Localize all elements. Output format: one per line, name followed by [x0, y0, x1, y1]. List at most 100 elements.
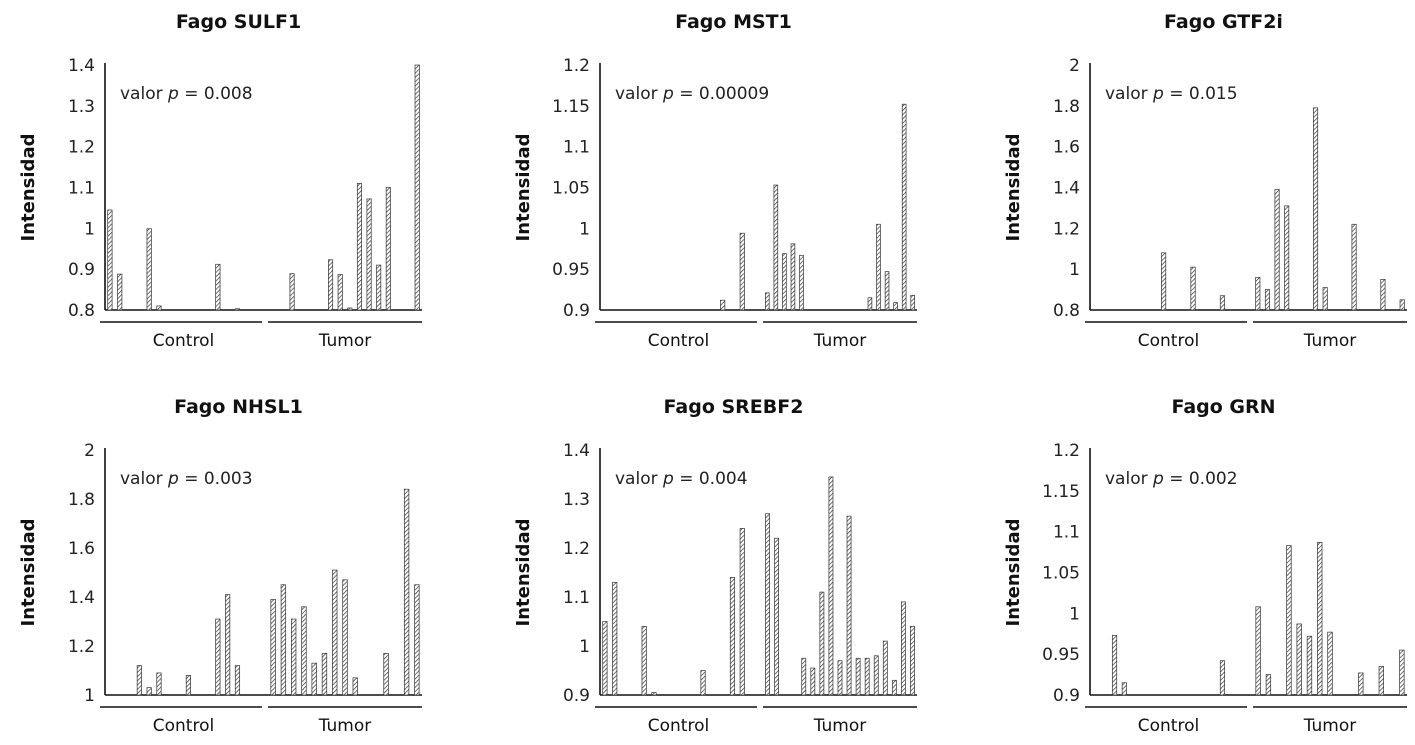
y-tick-label: 0.9 — [563, 686, 590, 706]
tumor-bar — [782, 253, 787, 311]
tumor-bar — [1255, 276, 1261, 311]
y-tick-label: 1.05 — [552, 179, 590, 199]
tumor-group-label: Tumor — [1303, 331, 1357, 351]
tumor-bar — [1322, 287, 1328, 311]
tumor-bar — [765, 292, 770, 311]
control-bar — [146, 687, 152, 696]
tumor-bar — [311, 662, 317, 696]
y-tick-label: 0.8 — [1053, 301, 1080, 321]
chart-title: Fago GTF2i — [1164, 11, 1283, 33]
y-tick-label: 1.1 — [1053, 523, 1080, 543]
control-bar — [1190, 266, 1196, 311]
tumor-bar — [332, 569, 338, 696]
tumor-bar — [1317, 541, 1323, 696]
p-value-annotation: valor p = 0.003 — [120, 469, 253, 489]
tumor-bar — [289, 273, 295, 311]
tumor-bar — [270, 599, 276, 696]
tumor-bar — [337, 274, 343, 311]
tumor-bar — [1274, 189, 1280, 311]
y-axis-label: Intensidad — [513, 134, 534, 242]
control-bar — [156, 672, 162, 696]
control-bar — [612, 581, 618, 696]
chart-title: Fago SULF1 — [176, 11, 301, 33]
tumor-bar — [352, 677, 358, 696]
control-group-label: Control — [648, 331, 709, 351]
tumor-bar — [356, 183, 362, 311]
y-tick-label: 1 — [579, 637, 590, 657]
tumor-bar — [855, 657, 861, 696]
control-bar — [225, 594, 231, 696]
control-bar — [1121, 682, 1127, 696]
p-value-annotation: valor p = 0.002 — [1105, 469, 1238, 489]
y-tick-label: 1.4 — [1053, 179, 1080, 199]
control-group-label: Control — [1138, 716, 1199, 736]
control-bar — [215, 263, 221, 311]
chart-panel-srebf2: Fago SREBF2 Intensidad 0.9 1 1.1 1.2 1.3 1.4 Con… — [495, 385, 935, 745]
y-tick-label: 0.8 — [68, 301, 95, 321]
tumor-bar — [810, 667, 816, 696]
y-tick-label: 1.1 — [68, 179, 95, 199]
tumor-group-label: Tumor — [1303, 716, 1357, 736]
tumor-bar — [1351, 223, 1357, 311]
tumor-bar — [1306, 635, 1313, 696]
control-group-label: Control — [153, 331, 214, 351]
tumor-bar — [864, 657, 870, 696]
tumor-bar — [366, 198, 372, 311]
y-tick-label: 1.05 — [1042, 564, 1080, 584]
control-bar — [700, 670, 706, 696]
y-tick-label: 1.8 — [1053, 97, 1080, 117]
y-tick-label: 1 — [1069, 260, 1080, 280]
tumor-bar — [828, 476, 834, 696]
tumor-bar — [790, 243, 796, 311]
chart-title: Fago NHSL1 — [174, 396, 303, 418]
tumor-bar — [819, 591, 825, 696]
tumor-bar — [383, 653, 389, 696]
y-tick-label: 1.1 — [563, 138, 590, 158]
tumor-bar — [321, 653, 328, 696]
y-tick-label: 1.2 — [68, 637, 95, 657]
y-axis-label: Intensidad — [18, 134, 39, 242]
chart-svg: Fago NHSL1 Intensidad 1 1.2 1.4 1.6 1.8 2 Contro… — [18, 396, 422, 736]
tumor-bar — [882, 640, 888, 696]
y-tick-label: 1 — [84, 219, 95, 239]
tumor-bar — [876, 223, 881, 311]
tumor-bar — [414, 584, 420, 696]
tumor-bar — [1358, 672, 1364, 696]
control-bar — [729, 577, 736, 696]
tumor-group-label: Tumor — [318, 331, 372, 351]
chart-svg: Fago GTF2i Intensidad 0.8 1 1.2 1.4 1.6 1.8 2 Con… — [1003, 11, 1407, 351]
tumor-bar — [884, 271, 890, 311]
tumor-bar — [376, 264, 382, 311]
y-tick-label: 0.9 — [563, 301, 590, 321]
control-bar — [185, 675, 191, 696]
chart-svg: Fago SREBF2 Intensidad 0.9 1 1.1 1.2 1.3 1.4 Con… — [513, 396, 917, 736]
tumor-bar — [873, 655, 879, 696]
control-bar — [739, 528, 745, 696]
control-bar — [1219, 295, 1226, 311]
p-value-annotation: valor p = 0.004 — [615, 469, 748, 489]
y-tick-label: 0.9 — [68, 260, 95, 280]
control-bar — [1219, 660, 1226, 696]
chart-title: Fago MST1 — [675, 11, 792, 33]
tumor-bar — [1380, 279, 1386, 311]
control-bar — [1161, 252, 1167, 311]
tumor-bar — [347, 307, 353, 311]
tumor-bar — [414, 64, 420, 311]
control-bar — [234, 665, 241, 696]
y-tick-label: 1.8 — [68, 490, 95, 510]
tumor-group-label: Tumor — [813, 716, 867, 736]
tumor-bar — [901, 103, 907, 311]
y-tick-label: 0.95 — [1042, 645, 1080, 665]
tumor-bar — [891, 679, 897, 696]
control-bar — [651, 692, 657, 696]
y-tick-label: 1.1 — [563, 588, 590, 608]
tumor-bar — [1264, 289, 1270, 311]
y-tick-label: 1.3 — [563, 490, 590, 510]
tumor-bar — [846, 515, 852, 696]
chart-panel-nhsl1: Fago NHSL1 Intensidad 1 1.2 1.4 1.6 1.8 2 Contro… — [0, 385, 440, 745]
y-axis-label: Intensidad — [513, 519, 534, 627]
p-value-annotation: valor p = 0.015 — [1105, 84, 1238, 104]
tumor-bar — [910, 294, 915, 311]
control-bar — [215, 618, 221, 696]
tumor-bar — [1399, 299, 1405, 311]
